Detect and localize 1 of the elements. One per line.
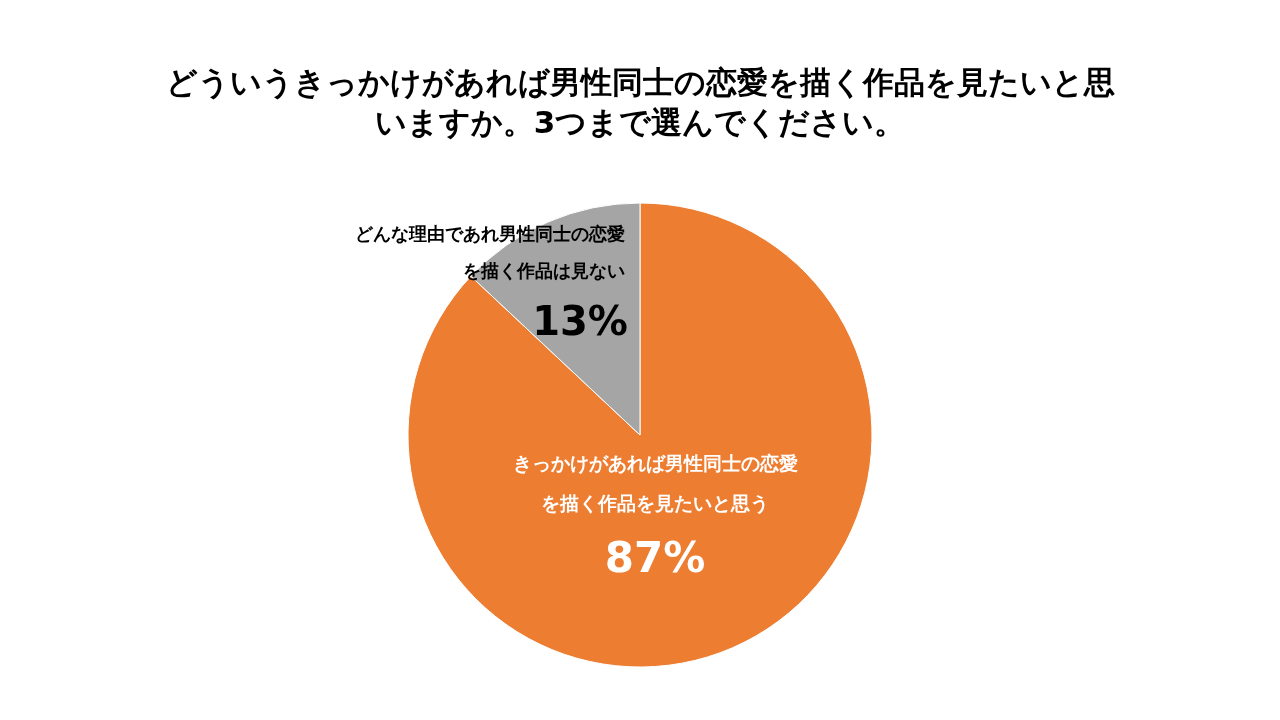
- chart-title: どういうきっかけがあれば男性同士の恋愛を描く作品を見たいと思いますか。3つまで選んでください。: [164, 63, 1116, 142]
